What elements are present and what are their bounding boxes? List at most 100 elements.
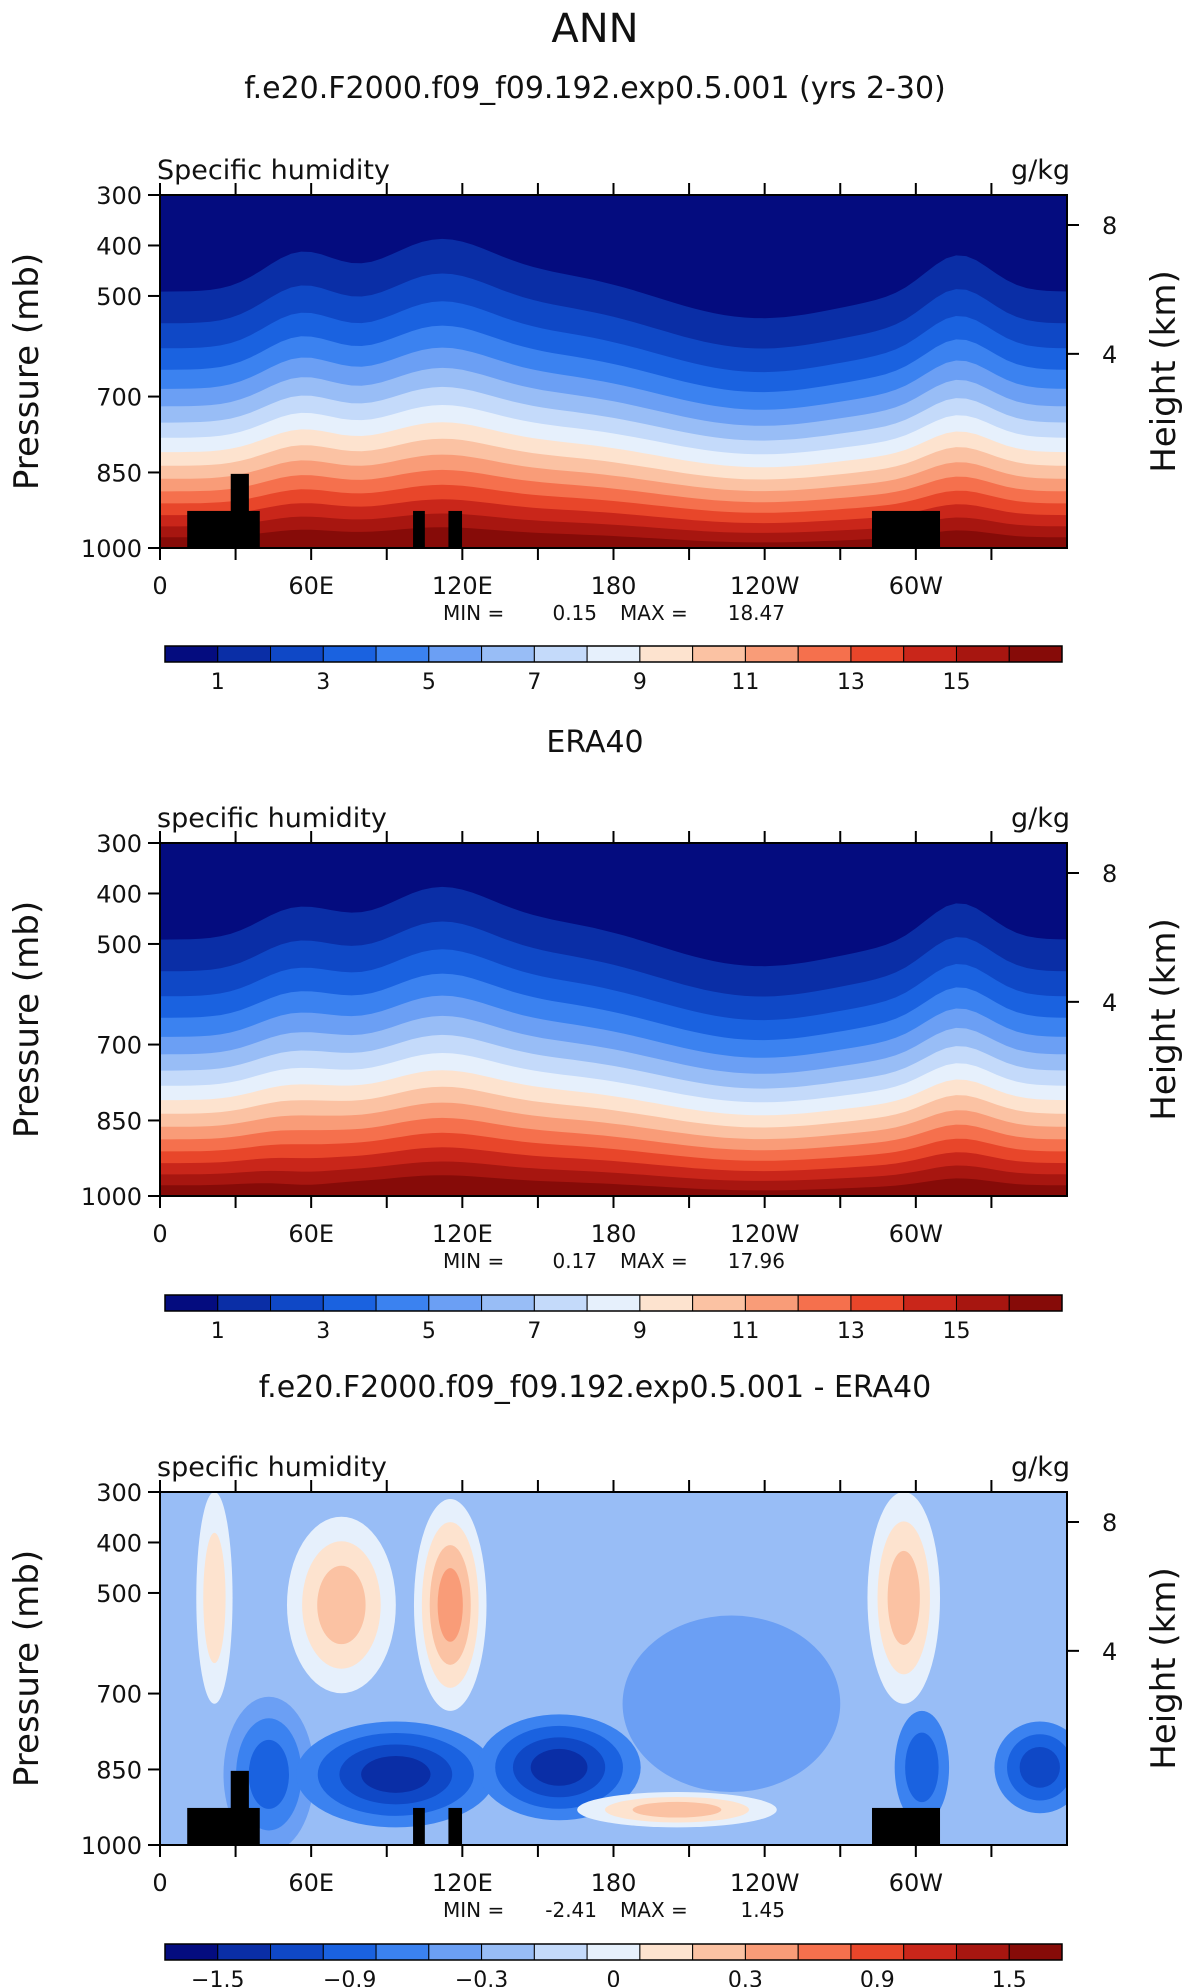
colorbar-swatch <box>164 645 219 663</box>
colorbar-label: 0 <box>607 1968 621 1987</box>
y-tick-label: 400 <box>96 1529 142 1557</box>
orography-mask <box>448 510 463 548</box>
y-tick-label: 850 <box>96 1756 142 1784</box>
colorbar-swatch <box>428 1294 483 1312</box>
y-axis-title: Pressure (mb) <box>7 901 47 1138</box>
colorbar-swatch <box>639 1943 694 1961</box>
y-tick-label: 300 <box>96 1479 142 1507</box>
colorbar-swatch <box>955 1943 1010 1961</box>
x-tick-label: 60W <box>889 1869 943 1897</box>
y-tick-label: 1000 <box>81 535 142 563</box>
colorbar-swatch <box>744 1943 799 1961</box>
colorbar-swatch <box>639 645 694 663</box>
colorbar-swatch <box>850 1943 905 1961</box>
colorbar-swatch <box>533 645 588 663</box>
x-tick-label: 60E <box>288 572 334 600</box>
colorbar-swatch <box>481 645 535 663</box>
panel-title: f.e20.F2000.f09_f09.192.exp0.5.001 (yrs … <box>244 71 946 106</box>
orography-mask <box>230 1770 249 1845</box>
y-tick-label: 850 <box>96 459 142 487</box>
x-tick-label: 60E <box>288 1869 334 1897</box>
y-tick-label: 500 <box>96 931 142 959</box>
y-tick-label: 700 <box>96 1032 142 1060</box>
colorbar-swatch <box>164 1943 219 1961</box>
colorbar-swatch <box>217 1943 272 1961</box>
colorbar-swatch <box>639 1294 694 1312</box>
colorbar-label: −0.9 <box>323 1968 376 1987</box>
colorbar-swatch <box>586 1943 641 1961</box>
colorbar-swatch <box>428 645 483 663</box>
y2-axis-title: Height (km) <box>1144 270 1184 473</box>
colorbar-swatch <box>270 1943 324 1961</box>
orography-mask <box>413 1807 425 1845</box>
variable-label: specific humidity <box>157 1452 387 1483</box>
colorbar-frame <box>164 1943 1063 1961</box>
colorbar-swatch <box>428 1943 483 1961</box>
y-tick-label: 500 <box>96 1580 142 1608</box>
colorbar-swatch <box>1008 645 1063 663</box>
stats-max-value: 1.45 <box>740 1898 785 1922</box>
colorbar-swatch <box>955 645 1010 663</box>
colorbar-swatch <box>322 645 377 663</box>
contour-band <box>160 1175 1067 1196</box>
colorbar-label: 3 <box>316 670 330 695</box>
colorbar-swatch <box>481 1943 535 1961</box>
colorbar-swatch <box>1008 1943 1063 1961</box>
colorbar-swatch <box>164 1294 219 1312</box>
colorbar-swatch <box>692 1294 746 1312</box>
y-tick-label: 700 <box>96 384 142 412</box>
y-tick-label: 850 <box>96 1107 142 1135</box>
colorbar-label: 9 <box>633 1319 647 1344</box>
x-tick-label: 0 <box>152 572 167 600</box>
colorbar-label: 1.5 <box>992 1968 1027 1987</box>
y-tick-label: 400 <box>96 232 142 260</box>
stats-min-value: -2.41 <box>545 1898 597 1922</box>
colorbar-swatch <box>533 1294 588 1312</box>
stats-min-label: MIN = <box>443 1249 504 1273</box>
contour-band <box>887 1550 920 1645</box>
stats-min-value: 0.17 <box>552 1249 597 1273</box>
contour-band <box>632 1801 722 1818</box>
y-tick-label: 300 <box>96 182 142 210</box>
panel-1: f.e20.F2000.f09_f09.192.exp0.5.001 (yrs … <box>7 71 1184 695</box>
colorbar-label: 3 <box>316 1319 330 1344</box>
colorbar-label: 7 <box>527 1319 541 1344</box>
x-tick-label: 120E <box>432 1869 493 1897</box>
colorbar-label: 5 <box>422 1319 436 1344</box>
y2-axis-title: Height (km) <box>1144 1567 1184 1770</box>
colorbar-swatch <box>797 1294 852 1312</box>
y-tick-label: 300 <box>96 830 142 858</box>
colorbar-swatch <box>217 1294 272 1312</box>
contour-band <box>317 1565 366 1645</box>
x-tick-label: 60W <box>889 1220 943 1248</box>
x-tick-label: 120E <box>432 572 493 600</box>
colorbar-label: −1.5 <box>191 1968 244 1987</box>
y2-axis-title: Height (km) <box>1144 918 1184 1121</box>
colorbar-swatch <box>322 1943 377 1961</box>
x-tick-label: 180 <box>591 572 637 600</box>
y2-tick-label: 4 <box>1102 1638 1117 1666</box>
colorbar-frame <box>164 645 1063 663</box>
colorbar-swatch <box>270 1294 324 1312</box>
panel-title: f.e20.F2000.f09_f09.192.exp0.5.001 - ERA… <box>259 1370 931 1405</box>
colorbar-label: 7 <box>527 670 541 695</box>
colorbar-swatch <box>375 1294 430 1312</box>
orography-mask <box>871 510 941 548</box>
orography-mask <box>230 473 249 548</box>
colorbar-label: −0.3 <box>455 1968 508 1987</box>
y2-tick-label: 4 <box>1102 989 1117 1017</box>
panel-title: ERA40 <box>546 725 643 760</box>
x-tick-label: 120W <box>730 572 800 600</box>
colorbar-swatch <box>955 1294 1010 1312</box>
colorbar-label: 11 <box>731 1319 759 1344</box>
x-tick-label: 120W <box>730 1220 800 1248</box>
orography-mask <box>187 1807 260 1845</box>
contour-band <box>203 1532 226 1664</box>
x-tick-label: 180 <box>591 1869 637 1897</box>
orography-mask <box>413 510 425 548</box>
x-tick-label: 60W <box>889 572 943 600</box>
colorbar-label: 1 <box>211 670 225 695</box>
x-tick-label: 120W <box>730 1869 800 1897</box>
orography-mask <box>187 510 260 548</box>
colorbar-swatch <box>850 1294 905 1312</box>
